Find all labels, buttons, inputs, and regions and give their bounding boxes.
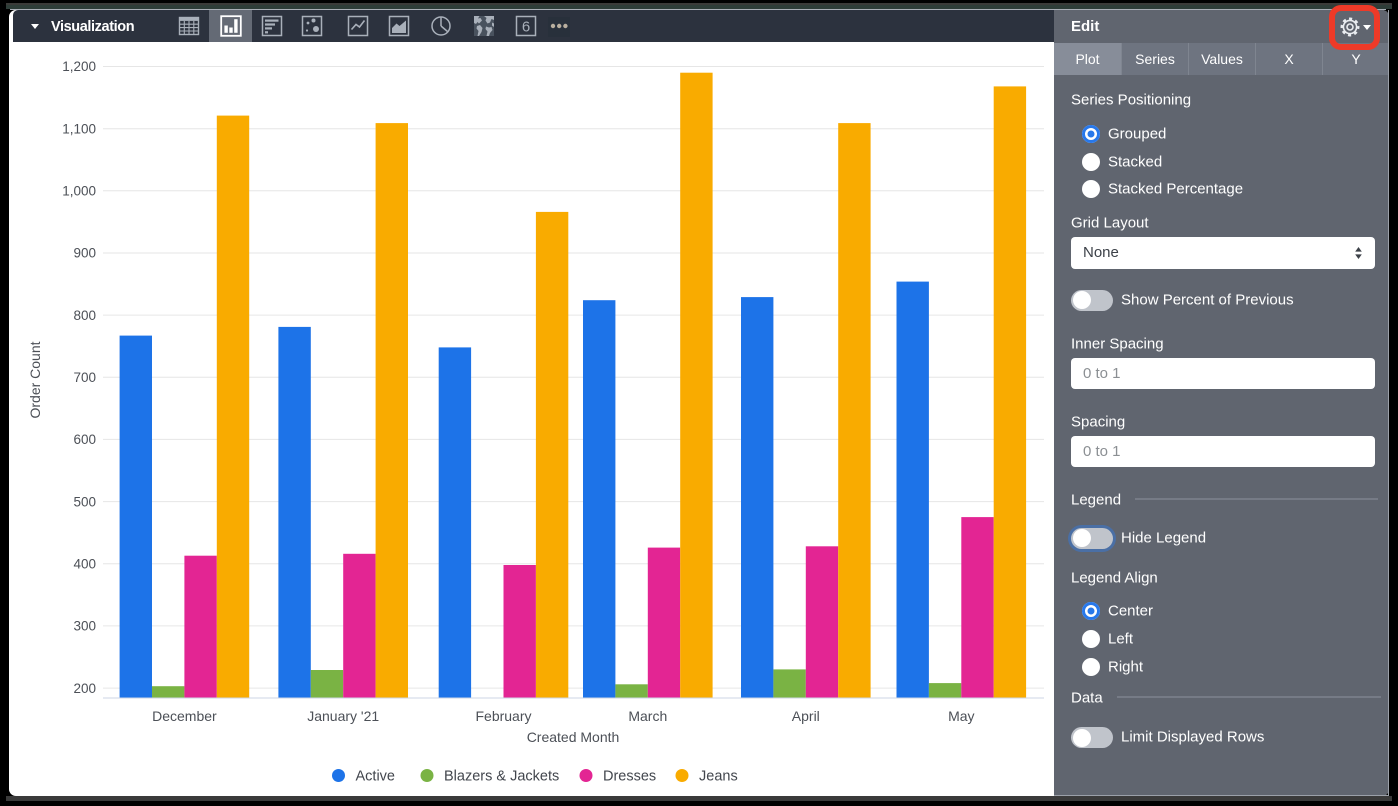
svg-text:6: 6 <box>521 18 529 35</box>
svg-text:400: 400 <box>73 556 96 571</box>
svg-text:Blazers & Jackets: Blazers & Jackets <box>444 769 559 785</box>
svg-text:Dresses: Dresses <box>603 769 656 785</box>
svg-text:600: 600 <box>73 432 96 447</box>
svg-text:Jeans: Jeans <box>699 769 738 785</box>
svg-text:December: December <box>152 708 217 724</box>
svg-text:300: 300 <box>73 619 96 634</box>
svg-text:Order Count: Order Count <box>27 341 43 418</box>
svg-text:March: March <box>628 708 667 724</box>
svg-text:January '21: January '21 <box>307 708 379 724</box>
svg-text:900: 900 <box>73 246 96 261</box>
svg-text:1,100: 1,100 <box>62 121 96 136</box>
svg-text:800: 800 <box>73 308 96 323</box>
svg-text:200: 200 <box>73 681 96 696</box>
svg-text:700: 700 <box>73 370 96 385</box>
svg-text:1,200: 1,200 <box>62 59 96 74</box>
svg-text:500: 500 <box>73 494 96 509</box>
svg-text:1,000: 1,000 <box>62 184 96 199</box>
svg-text:April: April <box>792 708 820 724</box>
svg-text:February: February <box>475 708 531 724</box>
svg-text:Active: Active <box>356 769 396 785</box>
svg-text:May: May <box>948 708 974 724</box>
svg-text:Created Month: Created Month <box>527 729 620 745</box>
